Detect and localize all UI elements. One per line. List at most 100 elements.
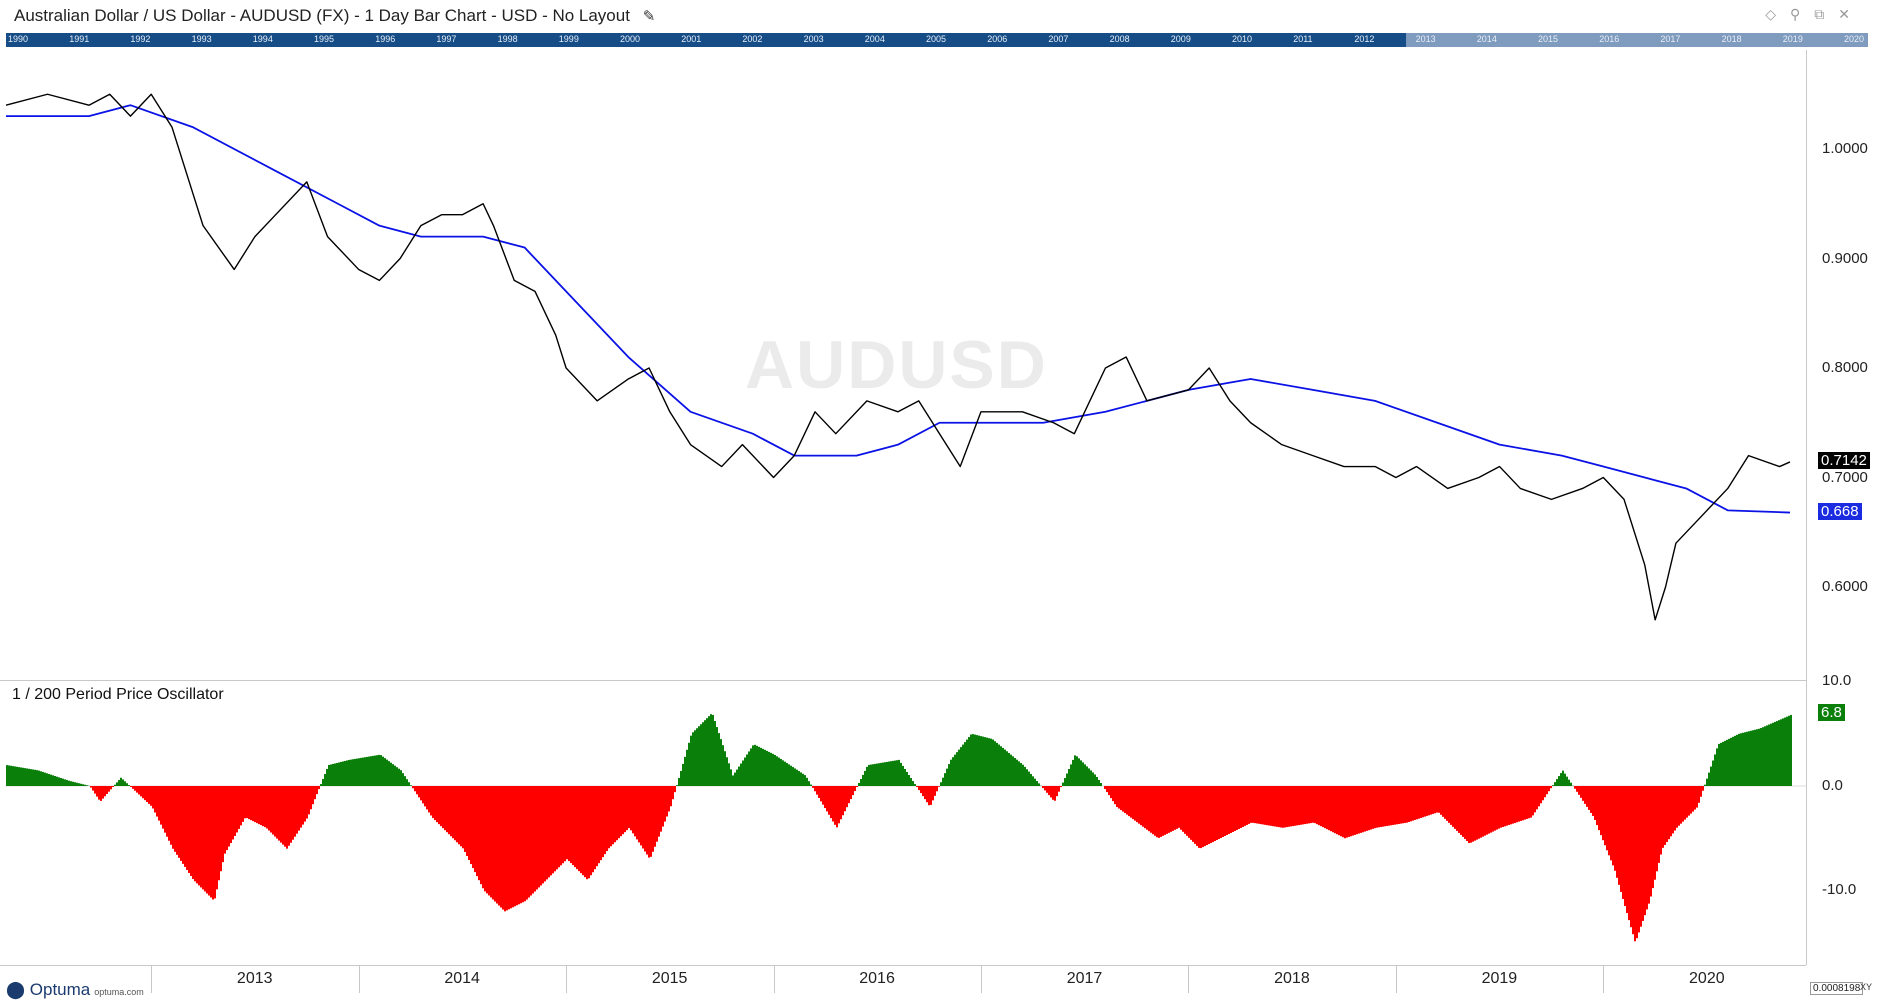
oscillator-bar: [1006, 751, 1008, 786]
overview-year-label: 2015: [1538, 34, 1559, 44]
oscillator-bar: [1410, 786, 1412, 822]
oscillator-bar: [48, 773, 50, 786]
oscillator-bar: [356, 758, 358, 786]
oscillator-bar: [1098, 779, 1100, 786]
oscillator-bar: [864, 770, 866, 786]
oscillator-bar: [486, 786, 488, 894]
oscillator-bar: [1418, 786, 1420, 819]
oscillator-bar: [346, 760, 348, 786]
oscillator-bar: [1212, 786, 1214, 843]
oscillator-bar: [882, 762, 884, 786]
overview-year-label: 1997: [436, 34, 457, 44]
restore-icon[interactable]: ⧉: [1814, 6, 1839, 22]
close-icon[interactable]: ✕: [1838, 6, 1864, 22]
oscillator-bar: [790, 765, 792, 786]
oscillator-bar: [1652, 786, 1654, 889]
oscillator-bar: [644, 786, 646, 852]
oscillator-bar: [948, 764, 950, 786]
overview-selection[interactable]: [1406, 33, 1868, 47]
oscillator-bar: [488, 786, 490, 896]
oscillator-bar: [452, 786, 454, 839]
oscillator-bar: [1218, 786, 1220, 840]
oscillator-bar: [852, 786, 854, 796]
oscillator-bar: [1302, 786, 1304, 825]
oscillator-bar: [836, 786, 838, 828]
overview-year-label: 2012: [1354, 34, 1375, 44]
oscillator-bar: [92, 786, 94, 791]
oscillator-bar: [1332, 786, 1334, 833]
oscillator-bar: [1592, 786, 1594, 816]
oscillator-bar: [1222, 786, 1224, 838]
oscillator-bar: [662, 786, 664, 827]
oscillator-bar: [610, 786, 612, 847]
oscillator-bar: [52, 775, 54, 786]
oscillator-bar: [1176, 786, 1178, 829]
oscillator-bar: [1238, 786, 1240, 829]
oscillator-bar: [132, 786, 134, 789]
xy-toggle[interactable]: XY: [1860, 982, 1873, 992]
oscillator-bar: [394, 765, 396, 786]
oscillator-bar: [130, 786, 132, 787]
oscillator-bar: [1784, 717, 1786, 786]
overview-year-label: 2018: [1721, 34, 1742, 44]
oscillator-bar: [1666, 786, 1668, 843]
panel-divider[interactable]: [0, 680, 1806, 681]
oscillator-bar: [1110, 786, 1112, 799]
oscillator-bar: [950, 759, 952, 786]
oscillator-bar: [50, 774, 52, 786]
overview-strip[interactable]: [6, 33, 1868, 47]
oscillator-bar: [14, 766, 16, 786]
oscillator-bar: [30, 769, 32, 786]
oscillator-last-badge: 6.8: [1818, 704, 1845, 721]
oscillator-bar: [1374, 786, 1376, 829]
oscillator-bar: [606, 786, 608, 852]
oscillator-bar: [430, 786, 432, 816]
oscillator-bar: [402, 773, 404, 786]
oscillator-bar: [1142, 786, 1144, 827]
oscillator-bar: [280, 786, 282, 843]
oscillator-bar: [56, 776, 58, 786]
oscillator-bar: [656, 786, 658, 842]
oscillator-bar: [106, 786, 108, 794]
x-axis-label: 2016: [859, 970, 895, 987]
oscillator-bar: [1446, 786, 1448, 821]
oscillator-bar: [980, 736, 982, 786]
oscillator-bar: [322, 779, 324, 786]
oscillator-bar: [1590, 786, 1592, 813]
oscillator-bar: [1708, 772, 1710, 786]
oscillator-bar: [454, 786, 456, 841]
oscillator-bar: [380, 755, 382, 786]
oscillator-bar: [1104, 786, 1106, 790]
oscillator-bar: [1508, 786, 1510, 825]
oscillator-bar: [1178, 786, 1180, 828]
oscillator-bar: [1100, 783, 1102, 786]
oscillator-bar: [498, 786, 500, 906]
oscillator-bar: [1726, 739, 1728, 786]
oscillator-bar: [1474, 786, 1476, 841]
oscillator-bar: [1264, 786, 1266, 825]
overview-year-label: 1990: [8, 34, 29, 44]
oscillator-bar: [1398, 786, 1400, 824]
oscillator-bar: [70, 781, 72, 786]
oscillator-bar: [1500, 786, 1502, 828]
oscillator-bar: [1528, 786, 1530, 819]
oscillator-bar: [602, 786, 604, 858]
oscillator-bar: [1274, 786, 1276, 827]
oscillator-bar: [216, 786, 218, 890]
diamond-icon[interactable]: ◇: [1765, 6, 1790, 22]
oscillator-bar: [598, 786, 600, 864]
optuma-logo[interactable]: ⬤ Optuma optuma.com: [6, 980, 144, 1000]
oscillator-bar: [1384, 786, 1386, 827]
oscillator-bar: [530, 786, 532, 896]
oscillator-bar: [806, 777, 808, 786]
oscillator-bar: [984, 737, 986, 786]
oscillator-bar: [312, 786, 314, 805]
oscillator-bar: [1296, 786, 1298, 826]
oscillator-bar: [608, 786, 610, 849]
oscillator-bar: [1772, 722, 1774, 786]
pin-icon[interactable]: ⚲: [1790, 6, 1815, 22]
oscillator-bar: [222, 786, 224, 863]
oscillator-bar: [556, 786, 558, 870]
pencil-icon[interactable]: ✎: [642, 8, 656, 25]
